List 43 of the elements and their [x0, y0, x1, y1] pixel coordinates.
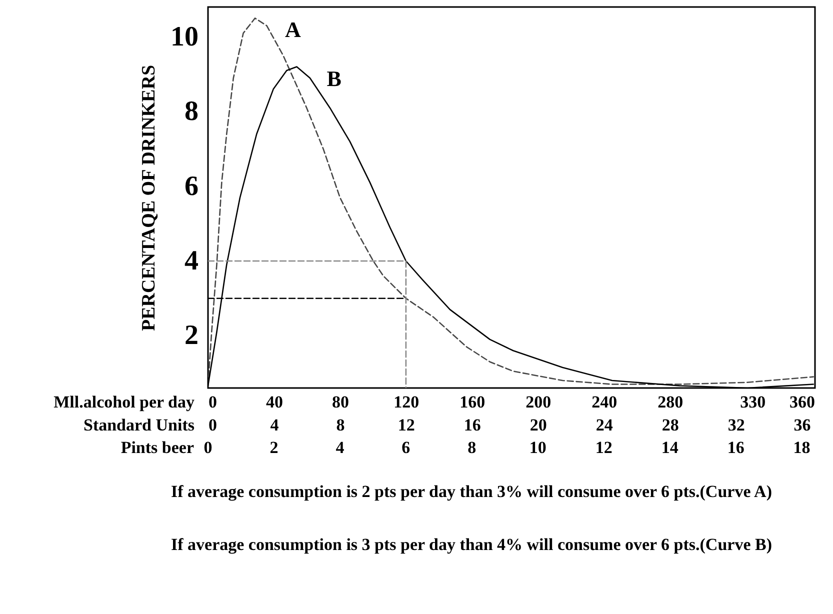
x-tick-label: 120	[394, 392, 420, 412]
text: If average consumption is 3 pts per day than 4% will consume over 6 pts.(Curve B)	[171, 535, 772, 554]
x2-tick-label: 8	[336, 416, 345, 434]
x-tick-label: 360	[790, 392, 816, 412]
text: 8	[468, 438, 476, 457]
y-tick-label: 4	[184, 246, 198, 276]
x2-tick-label: 20	[530, 416, 547, 434]
text: Pints beer	[120, 438, 194, 457]
x2-tick-label: 0	[208, 416, 217, 434]
text: 18	[793, 438, 810, 457]
y-tick-label: 10	[170, 21, 198, 52]
x2-tick-label: 24	[596, 416, 614, 434]
text: 16	[727, 438, 744, 457]
x-tick-label: 160	[460, 392, 486, 412]
y-tick-label: 2	[184, 320, 198, 352]
x2-tick-label: 16	[464, 416, 481, 434]
text: 2	[270, 438, 278, 457]
x-axis-title: Mll.alcohol per day	[54, 392, 195, 412]
text: 6	[402, 438, 410, 457]
text: 14	[661, 438, 679, 457]
x-tick-label: 0	[208, 392, 217, 412]
x2-axis-title: Standard Units	[83, 416, 195, 434]
x-tick-label: 280	[658, 392, 684, 412]
x2-tick-label: 36	[794, 416, 811, 434]
text: 12	[595, 438, 612, 457]
x-tick-label: 330	[740, 392, 766, 412]
series-label: B	[326, 66, 342, 91]
x-tick-label: 40	[266, 392, 283, 412]
x-tick-label: 80	[332, 392, 349, 412]
text: If average consumption is 2 pts per day than 3% will consume over 6 pts.(Curve A)	[171, 482, 772, 501]
x2-tick-label: 12	[398, 416, 415, 434]
text: 4	[336, 438, 345, 457]
x-tick-label: 200	[526, 392, 552, 412]
text: 0	[204, 438, 212, 457]
x-tick-label: 240	[592, 392, 618, 412]
y-tick-label: 8	[184, 96, 198, 128]
y-axis-title: PERCENTAQE OF DRINKERS	[138, 64, 160, 332]
series-label: A	[285, 17, 302, 42]
x2-tick-label: 28	[662, 416, 679, 434]
y-tick-label: 6	[184, 170, 198, 202]
text: 10	[529, 438, 546, 457]
x2-tick-label: 4	[270, 416, 280, 434]
x2-tick-label: 32	[728, 416, 745, 434]
